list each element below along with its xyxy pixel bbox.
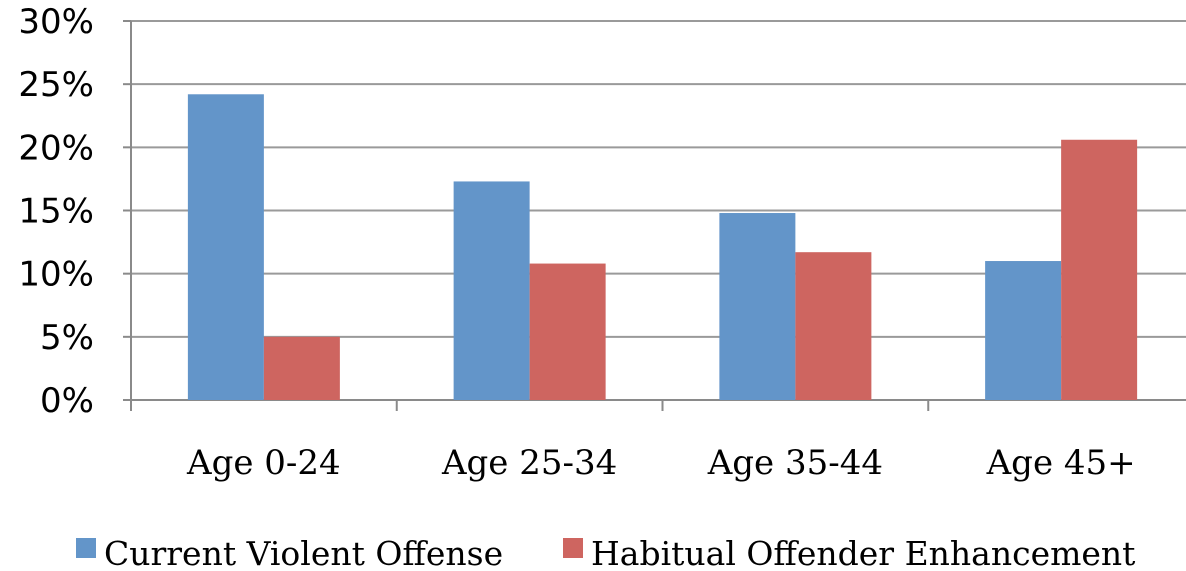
bar-habitual-offender-enhancement <box>795 252 872 400</box>
y-tick-label: 25% <box>18 65 94 105</box>
y-tick-label: 15% <box>18 192 94 232</box>
legend-label: Habitual Offender Enhancement <box>591 534 1135 571</box>
y-tick-label: 5% <box>40 318 94 358</box>
x-tick-label: Age 0-24 <box>186 443 341 483</box>
legend-label: Current Violent Offense <box>104 534 503 571</box>
bar-current-violent-offense <box>453 181 530 400</box>
x-tick-label: Age 45+ <box>986 443 1136 483</box>
legend-swatch <box>76 538 96 558</box>
bar-habitual-offender-enhancement <box>1061 139 1138 400</box>
legend-swatch <box>563 538 583 558</box>
bar-current-violent-offense <box>187 94 264 401</box>
x-tick-label: Age 35-44 <box>707 443 883 483</box>
bar-habitual-offender-enhancement <box>529 263 606 400</box>
y-tick-label: 20% <box>18 128 94 168</box>
y-tick-label: 10% <box>18 255 94 295</box>
x-tick-label: Age 25-34 <box>441 443 617 483</box>
bars <box>187 94 1138 401</box>
bar-current-violent-offense <box>719 213 796 400</box>
y-tick-label: 30% <box>18 2 94 42</box>
y-tick-label: 0% <box>40 381 94 421</box>
axis-labels: 0% 5% 10% 15% 20% 25% 30% Age 0-24 Age 25-34 Age … <box>18 2 1135 483</box>
bar-habitual-offender-enhancement <box>263 336 340 400</box>
bar-current-violent-offense <box>985 261 1062 400</box>
legend: Current Violent Offense Habitual Offender… <box>76 534 1135 571</box>
